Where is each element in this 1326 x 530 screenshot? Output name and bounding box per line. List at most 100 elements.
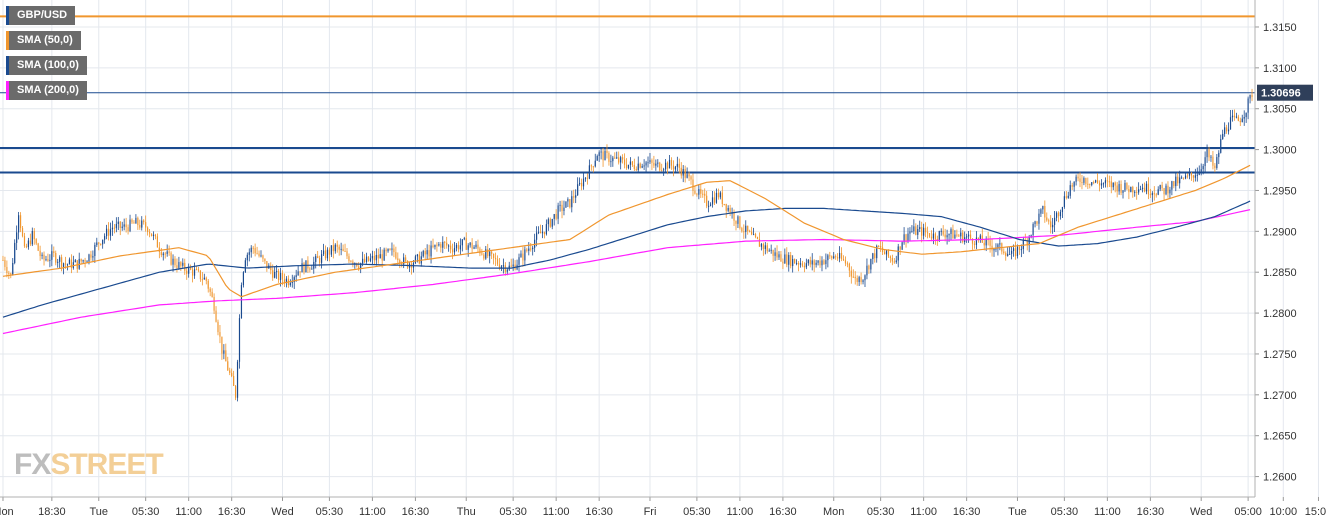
candle-body bbox=[665, 162, 667, 170]
candle-body bbox=[84, 260, 86, 262]
candle-body bbox=[1175, 176, 1177, 187]
candle-body bbox=[1093, 182, 1095, 184]
candle-body bbox=[481, 253, 483, 255]
sma-200-line bbox=[2, 209, 1251, 335]
y-tick-label: 1.3100 bbox=[1263, 63, 1297, 75]
candle-body bbox=[334, 244, 336, 252]
candle-body bbox=[973, 243, 976, 245]
legend-item-gbpusd[interactable]: GBP/USD bbox=[6, 6, 76, 25]
legend-item-sma-50[interactable]: SMA (50,0) bbox=[6, 31, 81, 50]
candle-body bbox=[852, 276, 854, 278]
candle-body bbox=[983, 242, 985, 246]
candle-body bbox=[696, 193, 698, 195]
candle-body bbox=[637, 163, 639, 171]
x-tick-label: 05:30 bbox=[499, 506, 527, 518]
candle-body bbox=[6, 266, 8, 273]
candle-body bbox=[752, 234, 755, 236]
candle-body bbox=[969, 234, 972, 239]
candle-body bbox=[891, 258, 893, 262]
candle-body bbox=[700, 188, 702, 194]
candle-body bbox=[797, 263, 800, 265]
candle-body bbox=[567, 199, 569, 202]
candle-body bbox=[706, 195, 708, 207]
candle-body bbox=[74, 260, 76, 263]
candle-body bbox=[215, 310, 217, 322]
candle-body bbox=[1243, 117, 1245, 119]
candle-body bbox=[266, 261, 268, 269]
candle-body bbox=[878, 245, 880, 247]
legend-item-sma-100[interactable]: SMA (100,0) bbox=[6, 56, 87, 75]
candle-body bbox=[41, 254, 43, 257]
candle-body bbox=[1100, 183, 1103, 186]
candle-body bbox=[528, 248, 530, 251]
candle-body bbox=[1048, 220, 1050, 222]
candle-body bbox=[1016, 246, 1019, 257]
candle-body bbox=[760, 244, 762, 247]
candle-body bbox=[283, 279, 286, 283]
candle-body bbox=[905, 234, 907, 241]
legend-item-sma-200[interactable]: SMA (200,0) bbox=[6, 81, 87, 100]
candle-body bbox=[373, 255, 375, 261]
candle-body bbox=[162, 253, 164, 256]
candle-body bbox=[1184, 175, 1187, 179]
candle-body bbox=[954, 234, 956, 239]
candle-body bbox=[246, 254, 248, 261]
candle-body bbox=[225, 350, 227, 362]
x-tick-label: Thu bbox=[457, 506, 476, 518]
candle-body bbox=[1227, 129, 1230, 132]
candle-body bbox=[754, 234, 757, 238]
candle-body bbox=[608, 153, 610, 162]
candle-body bbox=[919, 227, 921, 230]
candle-body bbox=[1128, 188, 1130, 193]
candle-body bbox=[197, 269, 200, 271]
candle-body bbox=[924, 227, 927, 233]
candle-body bbox=[100, 243, 102, 245]
last-price-label: 1.30696 bbox=[1261, 88, 1301, 100]
candle-body bbox=[1007, 253, 1009, 256]
candle-body bbox=[903, 234, 905, 243]
candle-body bbox=[571, 196, 573, 208]
candle-body bbox=[150, 233, 153, 236]
candle-body bbox=[201, 279, 203, 281]
candle-body bbox=[170, 252, 172, 265]
legend-label: SMA (200,0) bbox=[17, 84, 79, 96]
candle-body bbox=[1149, 194, 1151, 196]
candle-body bbox=[721, 192, 723, 204]
candle-body bbox=[307, 260, 309, 269]
candle-body bbox=[1171, 181, 1173, 190]
candle-body bbox=[92, 256, 94, 258]
x-tick-label: 11:00 bbox=[175, 506, 202, 518]
candle-body bbox=[1181, 177, 1183, 179]
candle-body bbox=[876, 245, 878, 259]
candle-body bbox=[1032, 224, 1034, 236]
x-tick-label: Fri bbox=[644, 506, 657, 518]
candle-body bbox=[868, 265, 870, 270]
candle-body bbox=[193, 269, 196, 276]
candle-body bbox=[952, 229, 954, 239]
candle-body bbox=[184, 262, 186, 271]
candle-body bbox=[1124, 182, 1126, 191]
candle-body bbox=[477, 244, 479, 249]
candle-body bbox=[358, 266, 360, 269]
last-price-badge bbox=[1257, 84, 1313, 101]
candle-body bbox=[1071, 185, 1073, 187]
candle-body bbox=[749, 231, 751, 233]
candle-body bbox=[711, 197, 714, 205]
candle-body bbox=[1161, 184, 1163, 189]
candle-body bbox=[690, 176, 692, 180]
candle-body bbox=[1053, 217, 1056, 225]
candle-body bbox=[842, 258, 845, 261]
candle-body bbox=[434, 244, 436, 248]
candle-body bbox=[422, 251, 424, 257]
candle-body bbox=[948, 234, 950, 236]
candle-body bbox=[123, 224, 125, 227]
candle-body bbox=[1102, 183, 1105, 185]
candle-body bbox=[909, 231, 911, 234]
candle-body bbox=[469, 242, 471, 246]
x-tick-label: 16:30 bbox=[953, 506, 981, 518]
candle-body bbox=[105, 228, 108, 237]
candle-body bbox=[49, 259, 51, 261]
candle-body bbox=[145, 222, 147, 228]
candle-body bbox=[39, 250, 41, 257]
candle-body bbox=[1241, 118, 1243, 123]
